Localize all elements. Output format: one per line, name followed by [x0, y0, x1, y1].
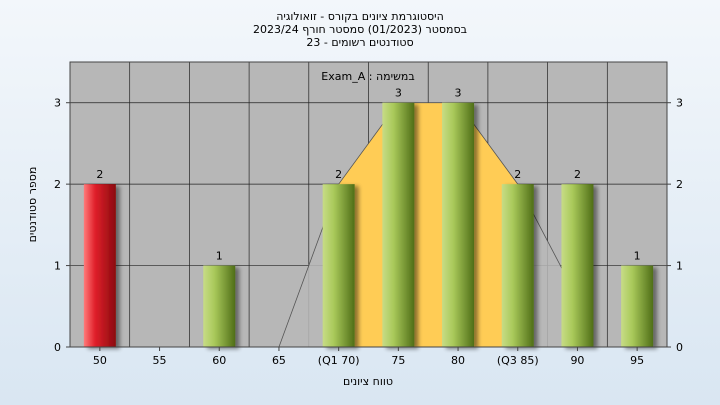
y-tick-label-right: 1	[676, 260, 683, 273]
bar-value-label-9: 1	[634, 250, 641, 263]
chart-title: היסטוגרמת ציונים בקורס - זואולוגיה	[276, 10, 444, 23]
y-tick-label-left: 2	[54, 178, 61, 191]
y-tick-label-left: 3	[54, 97, 61, 110]
bar-0	[83, 184, 116, 347]
bar-value-label-8: 2	[574, 168, 581, 181]
bar-value-label-4: 2	[335, 168, 342, 181]
y-tick-label-right: 2	[676, 178, 683, 191]
x-tick-label-4: (Q1 70)	[318, 354, 360, 367]
bar-2	[203, 265, 236, 347]
bar-9	[621, 265, 654, 347]
bar-7	[501, 184, 534, 347]
bar-value-label-7: 2	[514, 168, 521, 181]
legend-text: במשימה : Exam_A	[321, 70, 414, 83]
y-tick-label-right: 0	[676, 341, 683, 354]
x-tick-label-2: 60	[212, 354, 226, 367]
x-axis-label: טווח ציונים	[343, 375, 393, 388]
x-tick-label-7: (Q3 85)	[497, 354, 539, 367]
x-tick-label-0: 50	[93, 354, 107, 367]
y-tick-label-right: 3	[676, 97, 683, 110]
bar-value-label-2: 1	[216, 250, 223, 263]
x-tick-label-8: 90	[570, 354, 584, 367]
x-tick-label-6: 80	[451, 354, 465, 367]
x-tick-label-1: 55	[153, 354, 167, 367]
y-axis-label: מספר סטודנטים	[26, 167, 39, 243]
x-tick-label-3: 65	[272, 354, 286, 367]
bar-value-label-5: 3	[395, 87, 402, 100]
bar-6	[442, 102, 475, 347]
x-tick-label-9: 95	[630, 354, 644, 367]
bar-4	[322, 184, 355, 347]
bar-value-label-6: 3	[455, 87, 462, 100]
y-tick-label-left: 0	[54, 341, 61, 354]
plot-frame	[69, 61, 668, 348]
x-tick-label-5: 75	[391, 354, 405, 367]
bar-5	[382, 102, 415, 347]
chart-subtitle-students: סטודנטים רשומים - 23	[306, 36, 414, 49]
bar-value-label-0: 2	[96, 168, 103, 181]
chart-subtitle-semester: בסמסטר (01/2023) סמסטר חורף 2023/24	[253, 23, 467, 36]
y-tick-label-left: 1	[54, 260, 61, 273]
bar-8	[561, 184, 594, 347]
